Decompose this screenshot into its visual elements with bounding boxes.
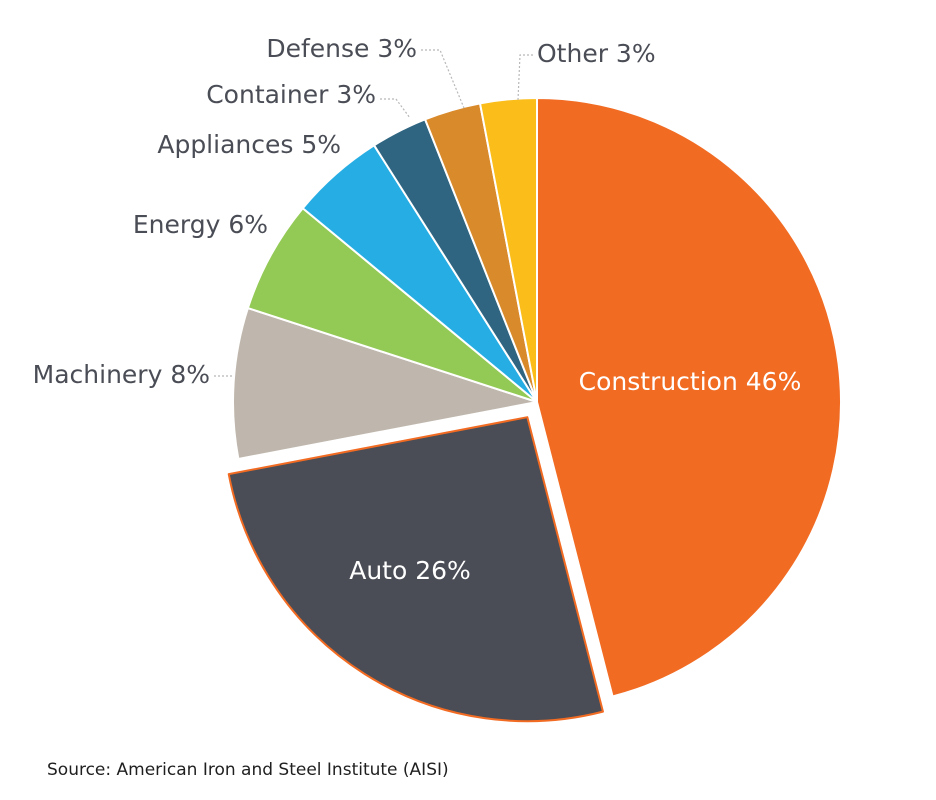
slice-label-other: Other 3% [537,39,656,68]
slice-auto [227,416,604,723]
slice-label-machinery: Machinery 8% [33,360,210,389]
slice-labels: Construction 46% Auto 26% Machinery 8% Ener… [33,34,802,585]
slice-construction [536,97,842,698]
leader-lines [214,49,533,377]
slice-label-appliances: Appliances 5% [157,130,341,159]
slice-label-container: Container 3% [206,80,376,109]
slice-label-construction: Construction 46% [579,367,802,396]
slice-label-defense: Defense 3% [266,34,417,63]
source-note: Source: American Iron and Steel Institut… [47,760,449,780]
leader-line-other [517,54,533,101]
pie-slices [227,97,842,723]
slice-label-auto: Auto 26% [349,556,471,585]
slice-other [479,97,538,403]
slice-label-energy: Energy 6% [133,210,268,239]
slice-machinery [232,307,538,460]
leader-line-defense [421,49,465,109]
leader-line-container [380,98,411,119]
